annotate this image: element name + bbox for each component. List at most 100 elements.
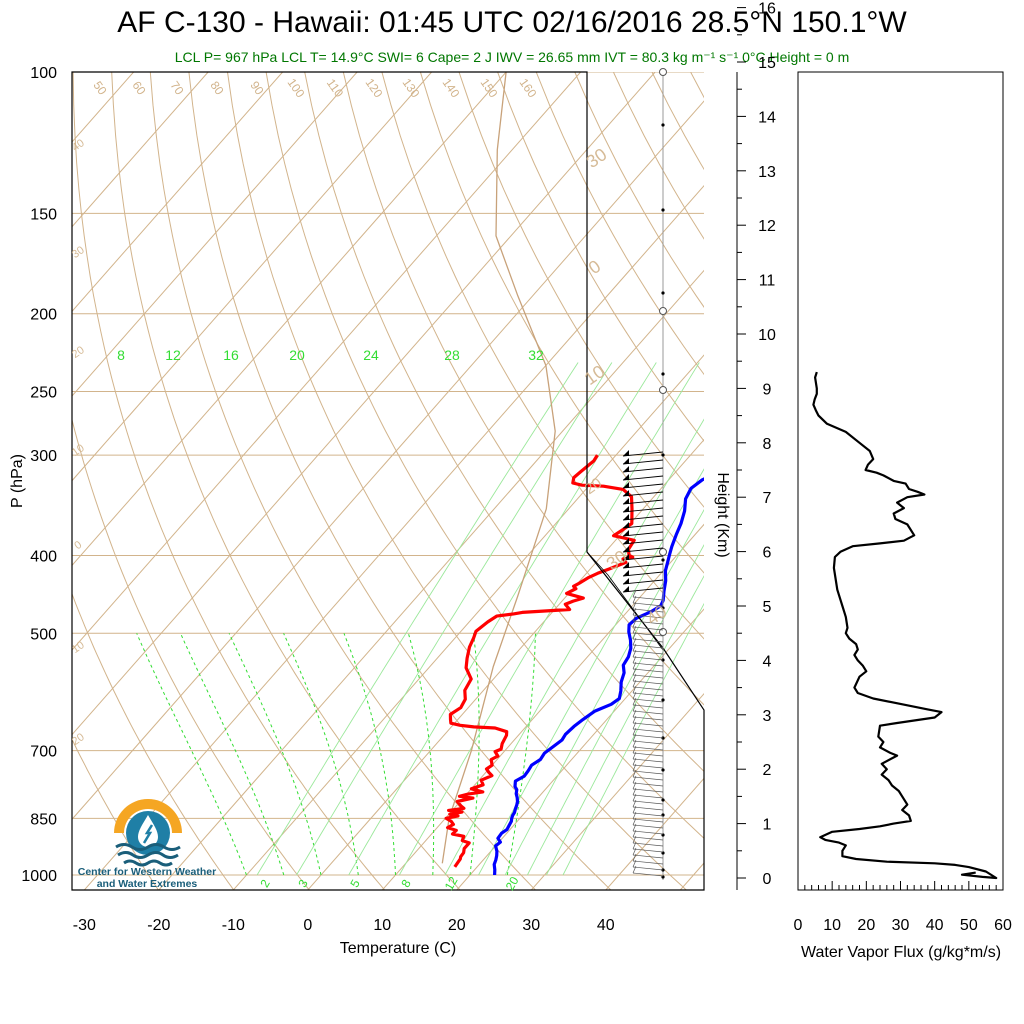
- dry-adiabat-line: [458, 72, 704, 508]
- wind-barb: [632, 668, 664, 673]
- wind-barb-feather: [632, 685, 637, 694]
- wind-barb-feather: [632, 601, 637, 610]
- wind-barb: [632, 650, 664, 655]
- flux-tick-label: 10: [823, 917, 841, 934]
- isotherm-line: [232, 354, 704, 890]
- wind-barb: [632, 788, 664, 793]
- wind-barb: [632, 602, 664, 607]
- height-tick-label: 0: [763, 871, 772, 888]
- wind-barb-feather: [632, 817, 637, 826]
- dry-adiabat-line: [72, 592, 235, 890]
- height-tick-label: 10: [758, 327, 776, 344]
- wind-barb: [632, 800, 664, 805]
- wind-barb-flag: [623, 490, 629, 496]
- dry-adiabat-line: [381, 72, 704, 640]
- mixing-ratio-top-label: 16: [223, 347, 239, 363]
- dry-adiabat-label: 100: [285, 76, 308, 101]
- wind-barb: [622, 507, 664, 513]
- isotherm-line: [158, 269, 704, 890]
- wind-level-dot: [661, 372, 665, 376]
- isotherm-line: [72, 100, 704, 821]
- wind-barb: [622, 483, 664, 489]
- wind-barb-feather: [632, 637, 637, 646]
- wind-barb-feather: [632, 709, 637, 718]
- dry-adiabat-line: [651, 72, 704, 171]
- chart-subtitle: LCL P= 967 hPa LCL T= 14.9°C SWI= 6 Cape…: [174, 49, 850, 65]
- dry-adiabat-line: [188, 72, 612, 890]
- wind-barb-feather: [632, 841, 637, 850]
- wind-level-dot: [661, 698, 665, 702]
- wind-barb: [632, 872, 664, 877]
- wind-barb: [632, 752, 664, 757]
- wind-barb: [632, 620, 664, 625]
- wind-barb: [632, 692, 664, 697]
- mixing-ratio-line: [296, 362, 613, 876]
- wind-barb-feather: [632, 643, 637, 652]
- wind-barb: [632, 860, 664, 865]
- wind-barb-feather: [632, 715, 637, 724]
- pressure-tick-label: 150: [30, 206, 57, 223]
- wind-barb-feather: [632, 667, 637, 676]
- dry-adiabat-line: [72, 72, 386, 890]
- wind-barb: [622, 563, 664, 569]
- moist-adiabat-line: [180, 633, 285, 876]
- wind-barb: [632, 812, 664, 817]
- wind-barb: [622, 547, 664, 553]
- wind-barb-feather: [632, 655, 637, 664]
- flux-axis-label: Water Vapor Flux (g/kg*m/s): [801, 944, 1001, 961]
- isotherm-line: [72, 72, 358, 397]
- height-tick-label: 1: [763, 817, 772, 834]
- dry-adiabat-label: 60: [129, 79, 148, 98]
- wind-barb: [632, 656, 664, 661]
- dry-adiabat-line: [535, 72, 704, 376]
- mixing-ratio-top-label: 12: [165, 347, 181, 363]
- pressure-tick-label: 100: [30, 65, 57, 82]
- wind-barb: [632, 806, 664, 811]
- temperature-axis-label: Temperature (C): [340, 940, 456, 957]
- wind-barb-feather: [632, 739, 637, 748]
- temperature-line: [444, 454, 636, 868]
- isotherm-line: [456, 608, 704, 890]
- wind-barb-flag: [623, 586, 629, 592]
- wind-barb-feather: [632, 613, 637, 622]
- wind-barb: [622, 459, 664, 465]
- wind-barb: [632, 734, 664, 739]
- calm-circle: [659, 628, 667, 636]
- wind-barb: [632, 674, 664, 679]
- wind-barb-feather: [632, 793, 637, 802]
- wind-barb-flag: [623, 570, 629, 576]
- calm-circle: [659, 548, 667, 556]
- dewpoint-line: [492, 477, 704, 876]
- wind-barb: [632, 632, 664, 637]
- mixing-ratio-bottom-label: 8: [398, 877, 414, 890]
- wind-barb-feather: [632, 751, 637, 760]
- wind-barb: [622, 539, 664, 545]
- wind-barb-flag: [623, 466, 629, 472]
- mixing-ratio-line: [478, 468, 704, 876]
- wind-barb-feather: [632, 829, 637, 838]
- flux-tick-label: 40: [926, 917, 944, 934]
- dry-adiabat-line: [729, 72, 1024, 892]
- wind-barb: [632, 854, 664, 859]
- dry-adiabat-line: [612, 72, 704, 240]
- isotherm-line: [381, 523, 704, 890]
- isotherm-label: 10: [70, 442, 87, 459]
- pressure-tick-label: 400: [30, 548, 57, 565]
- wind-barb: [622, 499, 664, 505]
- wind-barb: [632, 848, 664, 853]
- moist-adiabat-line: [506, 633, 536, 876]
- temperature-tick-label: 40: [597, 917, 615, 934]
- wind-barb-feather: [632, 589, 637, 598]
- temperature-tick-label: 30: [522, 917, 540, 934]
- wind-barb: [622, 571, 664, 577]
- wind-barb-feather: [632, 835, 637, 844]
- skewt-frame-notch: [586, 551, 664, 651]
- chart-title: AF C-130 - Hawaii: 01:45 UTC 02/16/2016 …: [117, 6, 907, 39]
- wind-barb: [632, 716, 664, 721]
- wind-barb: [632, 638, 664, 643]
- wind-level-dot: [661, 208, 665, 212]
- wind-barb: [632, 764, 664, 769]
- wind-barb: [622, 555, 664, 561]
- mixing-ratio-bottom-label: 3: [295, 877, 311, 890]
